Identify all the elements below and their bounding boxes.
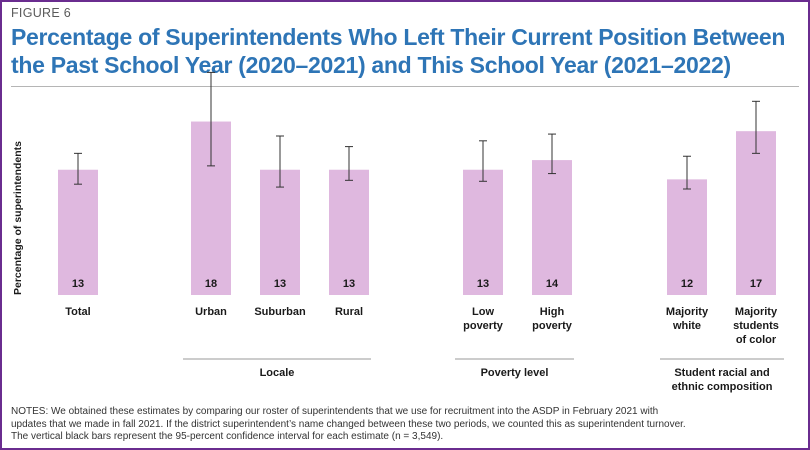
bar	[329, 169, 369, 295]
bar	[736, 131, 776, 295]
notes-line-1: NOTES: We obtained these estimates by co…	[11, 406, 659, 417]
category-label: Rural	[335, 306, 363, 318]
data-label: 13	[343, 278, 355, 290]
category-label: of color	[736, 334, 777, 346]
chart-title-line-2: the Past School Year (2020–2021) and Thi…	[11, 52, 731, 78]
chart-title: Percentage of Superintendents Who Left T…	[11, 23, 791, 79]
bar	[532, 160, 572, 295]
bar	[58, 169, 98, 295]
category-label: High	[540, 306, 565, 318]
group-label: Locale	[260, 367, 295, 379]
category-label: white	[672, 320, 701, 332]
group-label: ethnic composition	[672, 381, 773, 393]
data-label: 13	[72, 278, 84, 290]
category-label: poverty	[532, 320, 573, 332]
notes-line-2: updates that we made in fall 2021. If th…	[11, 418, 686, 430]
category-label: Total	[65, 306, 90, 318]
data-label: 12	[681, 278, 693, 290]
data-label: 18	[205, 278, 217, 290]
chart-title-line-1: Percentage of Superintendents Who Left T…	[11, 24, 786, 50]
group-label: Poverty level	[481, 367, 549, 379]
figure-label: FIGURE 6	[11, 6, 72, 20]
data-label: 13	[477, 278, 489, 290]
title-divider	[11, 86, 799, 87]
category-label: Suburban	[254, 306, 306, 318]
category-label: Low	[472, 306, 494, 318]
category-label: poverty	[463, 320, 504, 332]
category-label: Majority	[735, 306, 778, 318]
category-label: students	[733, 320, 779, 332]
data-label: 13	[274, 278, 286, 290]
group-label: Student racial and	[674, 367, 769, 379]
chart-notes: NOTES: We obtained these estimates by co…	[11, 406, 803, 444]
bar	[260, 169, 300, 295]
data-label: 14	[546, 278, 559, 290]
bar	[667, 179, 707, 295]
notes-line-3: The vertical black bars represent the 95…	[11, 431, 444, 442]
category-label: Urban	[195, 306, 227, 318]
category-label: Majority	[666, 306, 709, 318]
bar	[463, 169, 503, 295]
y-axis-label: Percentage of superintendents	[12, 141, 24, 295]
data-label: 17	[750, 278, 762, 290]
